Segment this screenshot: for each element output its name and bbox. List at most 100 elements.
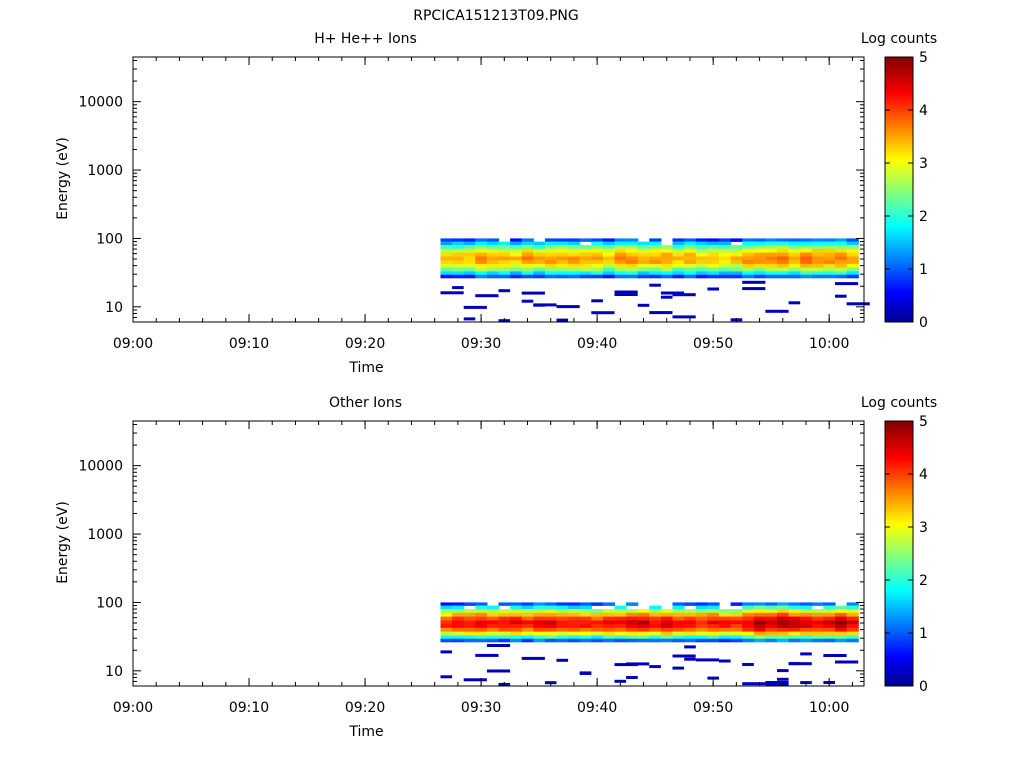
heatmap-cell bbox=[765, 271, 778, 276]
heatmap-cell bbox=[579, 248, 592, 253]
heatmap-cell bbox=[556, 638, 569, 643]
heatmap-cell bbox=[452, 605, 465, 610]
heatmap-cell bbox=[544, 271, 558, 276]
heatmap-cell bbox=[521, 267, 534, 272]
heatmap-cell bbox=[800, 638, 813, 643]
heatmap-cell bbox=[800, 635, 813, 640]
x-tick-label: 09:10 bbox=[229, 336, 269, 352]
heatmap-speckle bbox=[684, 645, 696, 649]
y-tick-label: 10000 bbox=[78, 459, 123, 475]
heatmap-cell bbox=[742, 241, 755, 246]
heatmap-cell bbox=[637, 624, 650, 629]
heatmap-cell bbox=[788, 609, 801, 614]
heatmap-cell bbox=[591, 263, 604, 268]
heatmap-cell bbox=[579, 252, 592, 257]
heatmap-cell bbox=[521, 620, 534, 625]
heatmap-cell bbox=[544, 609, 558, 614]
heatmap-cell bbox=[742, 252, 755, 257]
heatmap-cell bbox=[440, 248, 453, 253]
heatmap-cell bbox=[475, 612, 488, 617]
heatmap-cell bbox=[486, 635, 500, 640]
heatmap-cell bbox=[846, 605, 859, 610]
heatmap-cell bbox=[521, 631, 534, 636]
heatmap-cell bbox=[800, 274, 813, 279]
heatmap-cell bbox=[695, 271, 708, 276]
heatmap-cell bbox=[498, 620, 511, 625]
heatmap-cell bbox=[765, 263, 778, 268]
x-tick-label: 09:30 bbox=[461, 700, 501, 716]
heatmap-cell bbox=[777, 620, 790, 625]
heatmap-speckle bbox=[556, 658, 569, 662]
heatmap-cell bbox=[672, 620, 685, 625]
heatmap-cell bbox=[742, 620, 755, 625]
heatmap-cell bbox=[777, 624, 790, 629]
heatmap-cell bbox=[684, 263, 697, 268]
heatmap-cell bbox=[660, 627, 674, 632]
heatmap-cell bbox=[579, 256, 592, 261]
heatmap-cell bbox=[811, 245, 824, 250]
heatmap-cell bbox=[475, 602, 488, 606]
heatmap-cell bbox=[719, 609, 732, 614]
heatmap-cell bbox=[649, 238, 662, 242]
heatmap-cell bbox=[556, 260, 569, 265]
heatmap-speckle bbox=[742, 682, 766, 686]
heatmap-cell bbox=[823, 631, 836, 636]
heatmap-cell bbox=[684, 609, 697, 614]
heatmap-speckle bbox=[672, 293, 696, 297]
colorbar-tick-label: 1 bbox=[919, 262, 928, 278]
heatmap-cell bbox=[695, 274, 708, 279]
heatmap-cell bbox=[777, 263, 790, 268]
heatmap-cell bbox=[719, 616, 732, 621]
heatmap-cell bbox=[521, 260, 534, 265]
heatmap-cell bbox=[463, 638, 476, 643]
heatmap-cell bbox=[672, 605, 685, 610]
heatmap-cell bbox=[602, 252, 616, 257]
heatmap-cell bbox=[753, 271, 766, 276]
heatmap-cell bbox=[579, 638, 592, 643]
y-tick-label: 10 bbox=[105, 664, 123, 680]
heatmap-cell bbox=[637, 635, 650, 640]
heatmap-cell bbox=[811, 256, 824, 261]
heatmap-cell bbox=[707, 271, 720, 276]
heatmap-cell bbox=[591, 631, 604, 636]
heatmap-speckle bbox=[742, 280, 766, 284]
heatmap-cell bbox=[742, 638, 755, 643]
heatmap-cell bbox=[614, 616, 627, 621]
heatmap-cell bbox=[730, 627, 743, 632]
heatmap-cell bbox=[684, 238, 697, 242]
colorbar bbox=[884, 56, 914, 323]
heatmap-cell bbox=[475, 271, 488, 276]
heatmap-cell bbox=[614, 263, 627, 268]
heatmap-cell bbox=[649, 627, 662, 632]
heatmap-cell bbox=[660, 631, 674, 636]
heatmap-cell bbox=[486, 612, 500, 617]
heatmap-cell bbox=[788, 620, 801, 625]
heatmap-cell bbox=[777, 616, 790, 621]
heatmap-cell bbox=[788, 252, 801, 257]
heatmap-cell bbox=[753, 602, 766, 606]
heatmap-cell bbox=[730, 624, 743, 629]
heatmap-cell bbox=[835, 238, 848, 242]
heatmap-cell bbox=[591, 635, 604, 640]
heatmap-speckle bbox=[846, 302, 870, 306]
heatmap-cell bbox=[475, 260, 488, 265]
heatmap-cell bbox=[475, 252, 488, 257]
heatmap-cell bbox=[498, 245, 511, 250]
heatmap-cell bbox=[672, 267, 685, 272]
heatmap-cell bbox=[463, 620, 476, 625]
heatmap-cell bbox=[730, 274, 743, 279]
heatmap-cell bbox=[486, 256, 500, 261]
heatmap-cell bbox=[823, 620, 836, 625]
heatmap-cell bbox=[823, 638, 836, 643]
heatmap-cell bbox=[556, 267, 569, 272]
heatmap-cell bbox=[498, 260, 511, 265]
heatmap-cell bbox=[544, 263, 558, 268]
heatmap-cell bbox=[556, 263, 569, 268]
heatmap-cell bbox=[556, 635, 569, 640]
heatmap-speckle bbox=[626, 662, 650, 666]
heatmap-cell bbox=[777, 271, 790, 276]
heatmap-speckle bbox=[672, 315, 696, 319]
heatmap-cell bbox=[556, 274, 569, 279]
heatmap-cell bbox=[742, 627, 755, 632]
heatmap-cell bbox=[823, 624, 836, 629]
